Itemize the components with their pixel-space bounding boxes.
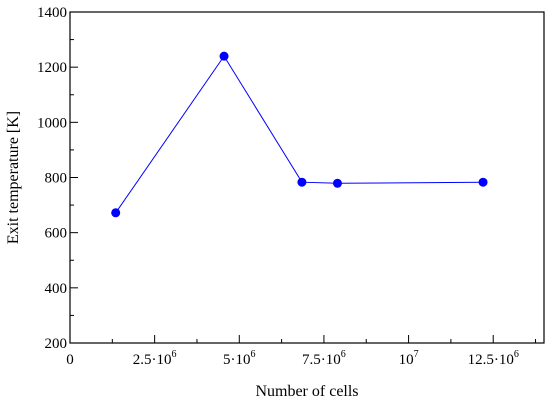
series-layer bbox=[111, 51, 488, 218]
y-axis: 200 400 600 800 1000 1200 1400 bbox=[37, 5, 78, 352]
plot-frame bbox=[69, 11, 545, 344]
x-tick-label: 107 bbox=[399, 349, 419, 368]
x-tick-label: 12.5·106 bbox=[468, 349, 519, 368]
series-line bbox=[115, 55, 484, 214]
data-point bbox=[332, 178, 342, 188]
y-tick-label: 600 bbox=[45, 226, 68, 242]
y-tick-label: 800 bbox=[45, 171, 68, 187]
y-tick-label: 400 bbox=[45, 281, 68, 297]
data-point bbox=[478, 177, 488, 187]
y-tick-label: 1400 bbox=[37, 5, 67, 21]
y-tick-label: 200 bbox=[45, 336, 68, 352]
y-axis-label: Exit temperature [K] bbox=[5, 111, 22, 244]
data-point bbox=[297, 177, 307, 187]
y-tick-label: 1200 bbox=[37, 60, 67, 76]
x-tick-label: 0 bbox=[66, 352, 74, 368]
x-tick-label: 5·106 bbox=[223, 349, 255, 368]
x-axis: 0 2.5·106 5·106 7.5·106 107 12.5·106 bbox=[66, 335, 537, 368]
data-point bbox=[219, 51, 229, 61]
x-axis-label: Number of cells bbox=[255, 383, 358, 400]
x-tick-label: 7.5·106 bbox=[302, 349, 346, 368]
y-tick-label: 1000 bbox=[37, 115, 67, 131]
x-tick-label: 2.5·106 bbox=[133, 349, 177, 368]
data-point bbox=[111, 208, 121, 218]
